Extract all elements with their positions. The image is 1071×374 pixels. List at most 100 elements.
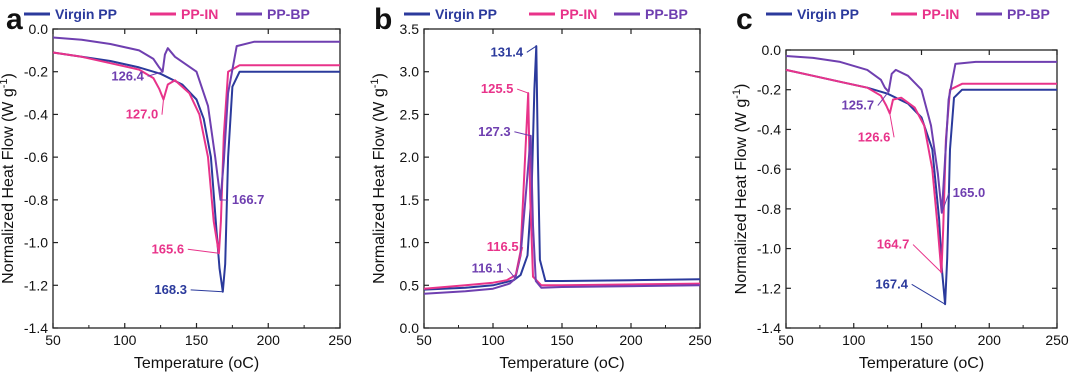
- y-tick-label: -1.4: [24, 320, 48, 336]
- series-line-virgin: [423, 45, 701, 291]
- legend-label-in: PP-IN: [560, 6, 597, 22]
- y-tick-label: -1.4: [757, 320, 781, 336]
- annotation-label: 165.6: [152, 241, 185, 256]
- annotation-label: 165.0: [953, 185, 986, 200]
- annotation-arrow: [161, 99, 164, 115]
- annotation-arrow: [911, 283, 946, 305]
- y-tick-label: -0.6: [24, 149, 48, 165]
- x-axis-title-close: ): [619, 355, 624, 372]
- y-axis-title-close: ): [733, 84, 750, 89]
- annotation-label: 166.7: [232, 192, 265, 207]
- panel-label: b: [374, 3, 392, 36]
- x-tick-label: 250: [328, 332, 352, 348]
- annotation-label: 125.7: [842, 98, 875, 113]
- legend-label-virgin: Virgin PP: [55, 6, 117, 22]
- x-tick-label: 50: [778, 332, 794, 348]
- annotation-arrow: [190, 289, 223, 293]
- annotation-label: 125.5: [481, 81, 514, 96]
- series-line-in: [785, 68, 1057, 274]
- annotation-arrow: [877, 91, 889, 106]
- x-axis-title-text: Temperature (: [499, 355, 599, 372]
- y-axis-title: Normalized Heat Flow (W g-1): [369, 73, 388, 284]
- y-tick-label: -0.8: [24, 192, 48, 208]
- y-axis-title: Normalized Heat Flow (W g-1): [0, 73, 17, 284]
- series-line-bp: [785, 55, 1057, 214]
- series-line-bp: [423, 134, 701, 295]
- y-tick-label: 0.0: [400, 320, 420, 336]
- x-axis-title: Temperature (oC): [499, 355, 624, 372]
- annotation-label: 127.0: [126, 107, 159, 122]
- x-axis-title-close: ): [979, 355, 984, 372]
- panel-label: c: [736, 3, 753, 36]
- annotation-label: 116.1: [472, 260, 504, 275]
- y-axis-title-close: ): [371, 73, 388, 78]
- annotation-arrow: [889, 113, 895, 138]
- x-tick-label: 100: [481, 332, 505, 348]
- panel-label: a: [6, 3, 23, 36]
- x-tick-label: 200: [257, 332, 281, 348]
- x-tick-label: 200: [978, 332, 1002, 348]
- y-tick-label: 1.0: [400, 235, 420, 251]
- legend-label-virgin: Virgin PP: [435, 6, 497, 22]
- y-tick-label: -0.4: [757, 121, 781, 137]
- x-tick-label: 150: [185, 332, 209, 348]
- annotation-arrow: [187, 248, 219, 254]
- y-tick-label: 0.5: [400, 277, 420, 293]
- y-axis-title-text: Normalized Heat Flow (W g: [733, 99, 750, 295]
- y-tick-label: -1.2: [757, 280, 781, 296]
- legend-label-bp: PP-BP: [267, 6, 310, 22]
- y-axis-title-text: Normalized Heat Flow (W g: [0, 88, 17, 284]
- legend-label-virgin: Virgin PP: [797, 6, 859, 22]
- x-tick-label: 150: [910, 332, 934, 348]
- x-axis-title-text: Temperature (: [859, 355, 959, 372]
- annotation-label: 116.5: [487, 239, 519, 254]
- legend-label-in: PP-IN: [922, 6, 959, 22]
- y-tick-label: 0.0: [29, 21, 49, 37]
- x-axis-title-close: ): [254, 355, 259, 372]
- annotation-label: 164.7: [877, 237, 910, 252]
- chart-panel-b: b 50 100 150 200 250 0.0 0.5 1.0 1.5 2.0 2.5 3.0 3.5 T…: [369, 3, 712, 372]
- annotation-arrow: [507, 268, 516, 279]
- y-tick-label: 3.0: [400, 64, 420, 80]
- legend-label-bp: PP-BP: [645, 6, 688, 22]
- y-tick-label: -0.4: [24, 106, 48, 122]
- series-line-in: [423, 92, 701, 290]
- y-tick-label: -1.0: [24, 235, 48, 251]
- chart-panel-c: c 50 100 150 200 250 0.0 -0.2 -0.4 -0.6 -0.8 -1.0 -1…: [731, 3, 1069, 372]
- annotation-arrow: [147, 71, 163, 77]
- annotation-arrow: [941, 192, 950, 213]
- annotation-label: 126.4: [111, 68, 144, 83]
- y-tick-label: -0.2: [757, 82, 781, 98]
- y-axis-title-exponent: -1: [369, 78, 381, 88]
- legend-label-in: PP-IN: [181, 6, 218, 22]
- annotation-label: 131.4: [491, 44, 524, 59]
- annotation-arrow: [514, 131, 531, 137]
- x-axis-title: Temperature (oC): [134, 355, 259, 372]
- x-tick-label: 100: [842, 332, 866, 348]
- y-tick-label: -0.6: [757, 161, 781, 177]
- annotation-label: 127.3: [478, 124, 511, 139]
- chart-panel-a: a 50 100 150 200 250 0.0 -0.2 -0.4 -0.6 -0.8 -1.0 -1…: [0, 3, 352, 372]
- x-tick-label: 250: [688, 332, 712, 348]
- y-tick-label: -0.8: [757, 201, 781, 217]
- series-line-bp: [52, 36, 340, 201]
- x-tick-label: 150: [550, 332, 574, 348]
- y-axis-title: Normalized Heat Flow (W g-1): [731, 84, 750, 295]
- legend-label-bp: PP-BP: [1007, 6, 1050, 22]
- y-axis-title-exponent: -1: [731, 89, 743, 99]
- x-tick-label: 200: [619, 332, 643, 348]
- x-tick-label: 50: [416, 332, 432, 348]
- x-axis-title-unit: oC: [599, 355, 619, 372]
- annotation-arrow: [515, 246, 524, 276]
- y-axis-title-close: ): [0, 73, 17, 78]
- annotation-arrow: [912, 244, 942, 273]
- annotation-arrow: [516, 88, 529, 94]
- annotation-arrow: [526, 45, 537, 53]
- y-axis-title-text: Normalized Heat Flow (W g: [371, 88, 388, 284]
- x-axis-title-unit: oC: [958, 355, 978, 372]
- y-tick-label: 1.5: [400, 192, 420, 208]
- y-tick-label: 0.0: [762, 42, 782, 58]
- x-tick-label: 50: [45, 332, 61, 348]
- x-tick-label: 250: [1045, 332, 1069, 348]
